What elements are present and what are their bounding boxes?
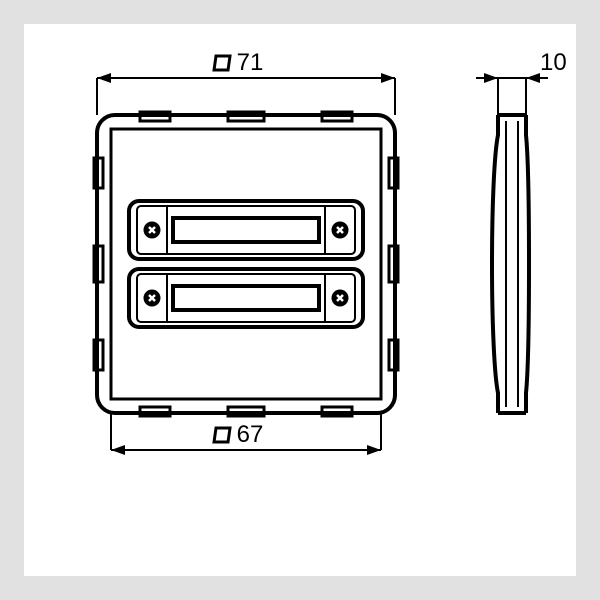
screw-icon <box>144 222 161 239</box>
dimension-label: 10 <box>540 49 567 76</box>
dimension-label: 71 <box>237 49 264 76</box>
technical-drawing: 71 67 10 <box>0 0 600 600</box>
screw-icon <box>332 290 349 307</box>
screw-icon <box>144 290 161 307</box>
screw-icon <box>332 222 349 239</box>
dimension-label: 67 <box>237 421 264 448</box>
